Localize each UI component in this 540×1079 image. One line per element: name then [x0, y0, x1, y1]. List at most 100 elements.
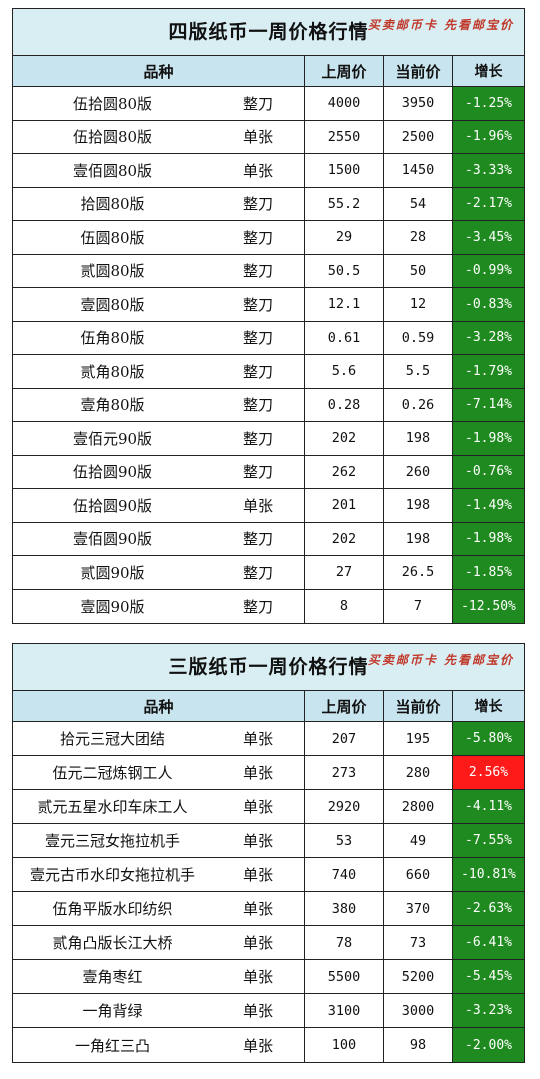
prev-price: 5.6	[305, 355, 384, 388]
item-unit: 整刀	[212, 589, 305, 623]
item-unit: 单张	[212, 756, 305, 789]
item-unit: 单张	[212, 790, 305, 823]
item-name: 伍拾圆90版	[72, 463, 153, 482]
change-percent: -0.83%	[453, 288, 524, 321]
table-row: 伍元二冠炼钢工人 单张 273 280 2.56%	[13, 756, 524, 790]
item-unit: 单张	[212, 994, 305, 1027]
table-row: 伍拾圆90版 整刀 262 260 -0.76%	[13, 455, 524, 489]
current-price: 98	[384, 1028, 453, 1062]
item-unit: 单张	[212, 1028, 305, 1062]
change-percent: -5.45%	[453, 960, 524, 993]
current-price: 28	[384, 221, 453, 254]
item-name: 拾圆80版	[80, 195, 145, 214]
table-title: 三版纸币一周价格行情	[168, 656, 369, 678]
current-price: 12	[384, 288, 453, 321]
prev-price: 3100	[305, 994, 384, 1027]
current-price: 198	[384, 422, 453, 455]
current-price: 260	[384, 455, 453, 488]
current-price: 50	[384, 254, 453, 287]
prev-price: 5500	[305, 960, 384, 993]
item-unit: 单张	[212, 722, 305, 755]
prev-price: 27	[305, 556, 384, 589]
item-name: 一角背绿	[82, 1002, 143, 1020]
prev-price: 50.5	[305, 254, 384, 287]
change-percent: -0.99%	[453, 254, 524, 287]
change-percent: -3.45%	[453, 221, 524, 254]
item-unit: 单张	[212, 926, 305, 959]
prev-price: 55.2	[305, 187, 384, 220]
change-percent: -4.11%	[453, 790, 524, 823]
current-price: 660	[384, 858, 453, 891]
header-name: 品种	[13, 691, 305, 721]
item-name: 贰角凸版长江大桥	[52, 934, 173, 952]
table-row: 一角背绿 单张 3100 3000 -3.23%	[13, 994, 524, 1028]
table-row: 伍圆80版 整刀 29 28 -3.45%	[13, 221, 524, 255]
item-unit: 单张	[212, 120, 305, 153]
current-price: 1450	[384, 154, 453, 187]
item-name: 拾元三冠大团结	[59, 730, 165, 748]
prev-price: 4000	[305, 87, 384, 120]
change-percent: -12.50%	[453, 589, 524, 623]
current-price: 370	[384, 892, 453, 925]
prev-price: 380	[305, 892, 384, 925]
change-percent: -1.49%	[453, 489, 524, 522]
table-row: 拾元三冠大团结 单张 207 195 -5.80%	[13, 722, 524, 756]
item-name: 伍拾圆80版	[72, 128, 153, 147]
item-unit: 单张	[212, 858, 305, 891]
item-unit: 整刀	[212, 355, 305, 388]
table-row: 伍角平版水印纺织 单张 380 370 -2.63%	[13, 892, 524, 926]
prev-price: 201	[305, 489, 384, 522]
item-name: 伍拾圆80版	[72, 94, 153, 113]
item-name: 伍圆80版	[80, 228, 145, 247]
change-percent: -1.98%	[453, 522, 524, 555]
item-name: 贰圆80版	[80, 262, 145, 281]
item-name: 壹圆90版	[80, 597, 145, 616]
item-unit: 单张	[212, 892, 305, 925]
table-row: 贰圆80版 整刀 50.5 50 -0.99%	[13, 254, 524, 288]
item-name: 壹佰圆90版	[72, 530, 153, 549]
table-header: 品种 上周价 当前价 增长	[13, 56, 524, 87]
change-percent: -1.79%	[453, 355, 524, 388]
change-percent: -6.41%	[453, 926, 524, 959]
item-name: 壹元古币水印女拖拉机手	[29, 866, 195, 884]
current-price: 54	[384, 187, 453, 220]
table-row: 壹元古币水印女拖拉机手 单张 740 660 -10.81%	[13, 858, 524, 892]
table-row: 壹圆80版 整刀 12.1 12 -0.83%	[13, 288, 524, 322]
item-unit: 整刀	[212, 221, 305, 254]
prev-price: 202	[305, 522, 384, 555]
current-price: 280	[384, 756, 453, 789]
header-current-price: 当前价	[384, 691, 453, 721]
current-price: 49	[384, 824, 453, 857]
table-row: 伍拾圆80版 整刀 4000 3950 -1.25%	[13, 87, 524, 121]
current-price: 195	[384, 722, 453, 755]
item-name: 伍拾圆90版	[72, 496, 153, 515]
item-name: 贰角80版	[80, 362, 145, 381]
current-price: 198	[384, 489, 453, 522]
item-unit: 单张	[212, 154, 305, 187]
item-unit: 整刀	[212, 522, 305, 555]
change-percent: -1.25%	[453, 87, 524, 120]
change-percent: -2.63%	[453, 892, 524, 925]
header-name: 品种	[13, 56, 305, 86]
prev-price: 0.61	[305, 321, 384, 354]
table-row: 壹角80版 整刀 0.28 0.26 -7.14%	[13, 388, 524, 422]
item-unit: 单张	[212, 824, 305, 857]
item-unit: 整刀	[212, 556, 305, 589]
prev-price: 273	[305, 756, 384, 789]
table-row: 壹圆90版 整刀 8 7 -12.50%	[13, 589, 524, 623]
change-percent: -1.85%	[453, 556, 524, 589]
prev-price: 53	[305, 824, 384, 857]
prev-price: 100	[305, 1028, 384, 1062]
table-row: 壹元三冠女拖拉机手 单张 53 49 -7.55%	[13, 824, 524, 858]
item-name: 贰圆90版	[80, 563, 145, 582]
item-unit: 整刀	[212, 288, 305, 321]
table-row: 贰元五星水印车床工人 单张 2920 2800 -4.11%	[13, 790, 524, 824]
table-title: 四版纸币一周价格行情	[168, 21, 369, 43]
current-price: 3950	[384, 87, 453, 120]
header-prev-price: 上周价	[305, 56, 384, 86]
current-price: 0.26	[384, 388, 453, 421]
change-percent: -3.23%	[453, 994, 524, 1027]
current-price: 3000	[384, 994, 453, 1027]
prev-price: 262	[305, 455, 384, 488]
price-table-fourth-series: 四版纸币一周价格行情 买卖邮币卡 先看邮宝价 品种 上周价 当前价 增长 伍拾圆…	[12, 8, 525, 624]
